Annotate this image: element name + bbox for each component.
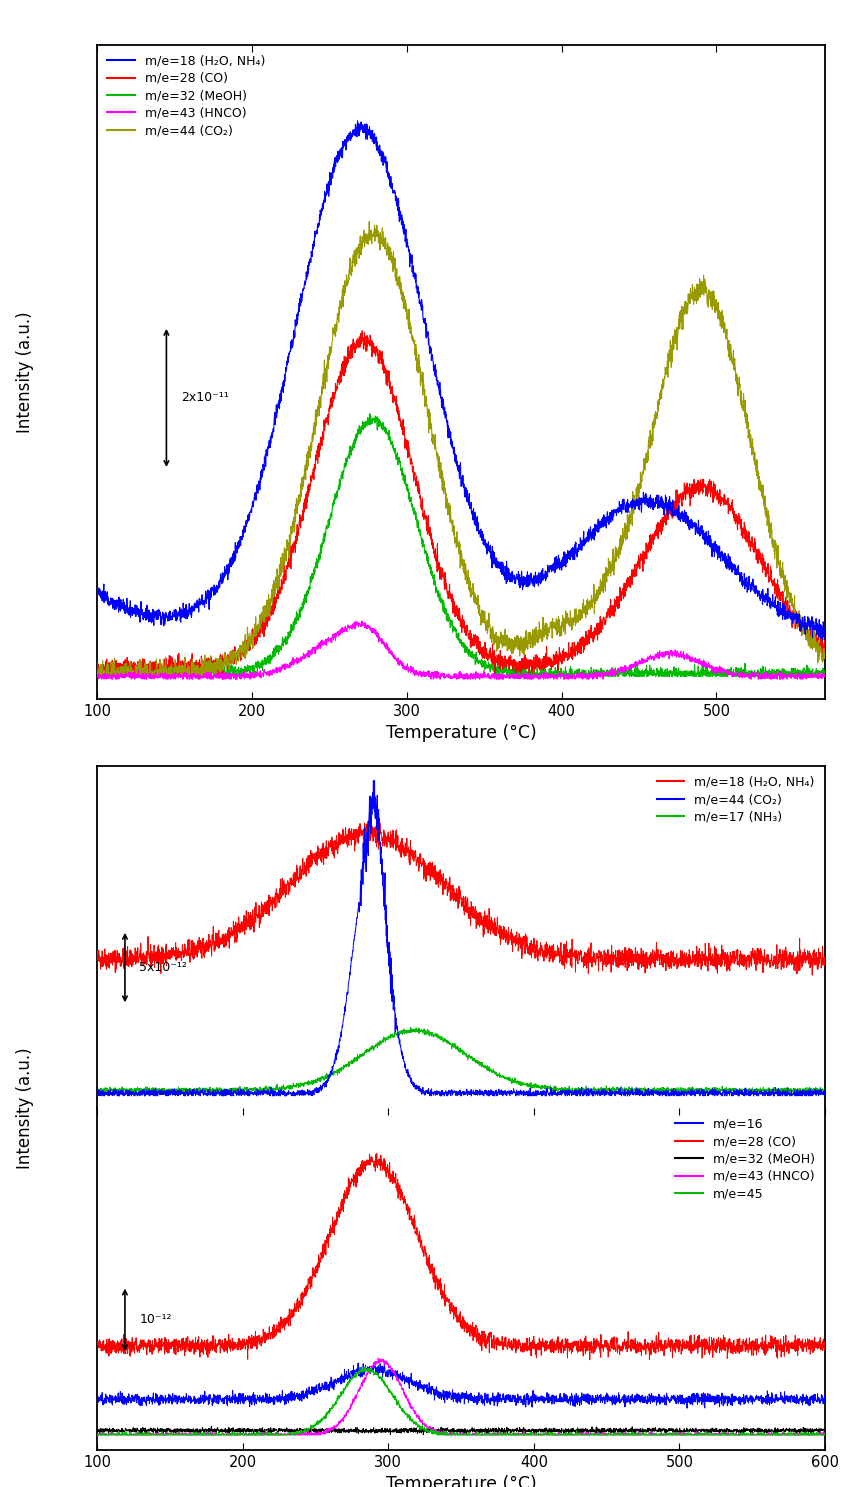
X-axis label: Temperature (°C): Temperature (°C) — [386, 724, 536, 742]
Text: 5x10⁻¹²: 5x10⁻¹² — [140, 961, 187, 974]
Legend: m/e=16, m/e=28 (CO), m/e=32 (MeOH), m/e=43 (HNCO), m/e=45: m/e=16, m/e=28 (CO), m/e=32 (MeOH), m/e=… — [672, 1114, 819, 1204]
X-axis label: Temperature (°C): Temperature (°C) — [386, 1475, 536, 1487]
Text: Intensity (a.u.): Intensity (a.u.) — [16, 1047, 35, 1169]
Text: Intensity (a.u.): Intensity (a.u.) — [16, 311, 35, 433]
Legend: m/e=18 (H₂O, NH₄), m/e=28 (CO), m/e=32 (MeOH), m/e=43 (HNCO), m/e=44 (CO₂): m/e=18 (H₂O, NH₄), m/e=28 (CO), m/e=32 (… — [103, 51, 269, 141]
Text: 10⁻¹²: 10⁻¹² — [140, 1313, 172, 1326]
Text: 2x10⁻¹¹: 2x10⁻¹¹ — [181, 391, 228, 404]
Legend: m/e=18 (H₂O, NH₄), m/e=44 (CO₂), m/e=17 (NH₃): m/e=18 (H₂O, NH₄), m/e=44 (CO₂), m/e=17 … — [653, 772, 819, 827]
